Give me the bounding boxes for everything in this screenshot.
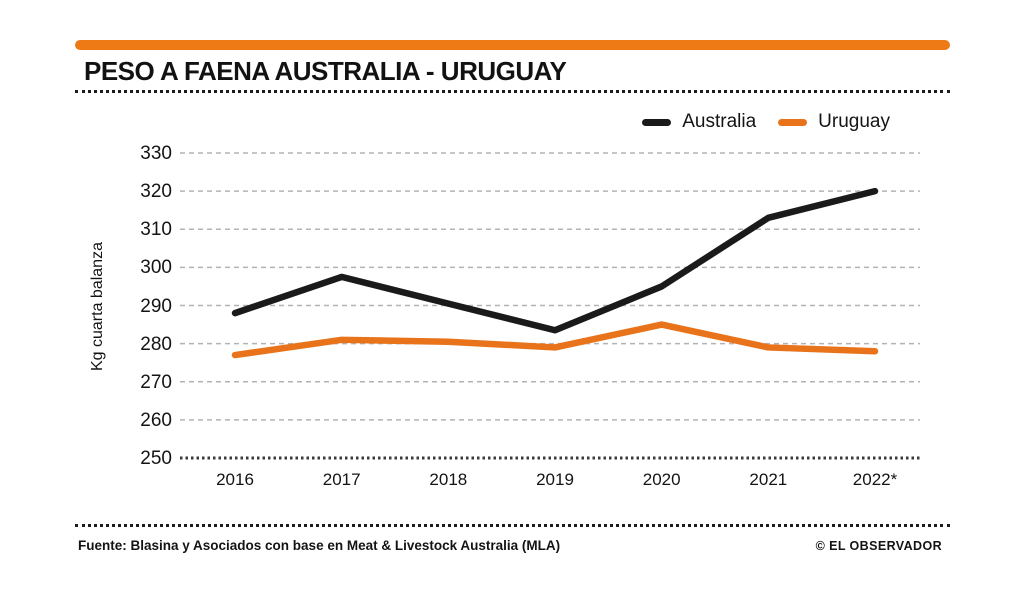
y-tick-label: 250: [140, 448, 172, 469]
source-text: Fuente: Blasina y Asociados con base en …: [78, 538, 561, 553]
legend-label: Australia: [682, 111, 757, 132]
x-tick-label: 2016: [216, 470, 254, 489]
x-tick-label: 2022*: [852, 470, 898, 489]
chart-legend: Australia Uruguay: [642, 111, 890, 133]
x-tick-label: 2018: [429, 470, 468, 489]
x-tick-label: 2017: [322, 470, 361, 489]
y-tick-label: 260: [140, 409, 172, 431]
legend-swatch-australia: [642, 118, 672, 126]
legend-label: Uruguay: [818, 111, 890, 132]
page-title: PESO A FAENA AUSTRALIA - URUGUAY: [84, 56, 567, 86]
y-tick-label: 310: [140, 219, 172, 241]
series-line-uruguay: [231, 321, 879, 359]
y-tick-label: 320: [140, 181, 172, 203]
legend-item-australia: Australia: [642, 111, 756, 133]
x-tick-label: 2019: [536, 470, 574, 489]
y-tick-label: 300: [140, 257, 172, 279]
y-tick-label: 270: [140, 371, 172, 393]
x-tick-label: 2021: [749, 470, 788, 489]
accent-top-bar: [75, 40, 950, 50]
x-tick-label: 2020: [642, 470, 681, 489]
legend-item-uruguay: Uruguay: [778, 111, 890, 133]
legend-swatch-uruguay: [778, 118, 808, 126]
footer-divider: [75, 524, 950, 527]
y-axis-title: Kg cuarta balanza: [89, 242, 106, 372]
series-line-australia: [231, 187, 879, 334]
y-tick-label: 330: [140, 143, 172, 164]
credit-text: © EL OBSERVADOR: [815, 539, 942, 553]
y-tick-label: 280: [140, 333, 172, 355]
title-divider: [75, 90, 950, 93]
plot-svg: [180, 152, 920, 460]
y-tick-label: 290: [140, 295, 172, 317]
